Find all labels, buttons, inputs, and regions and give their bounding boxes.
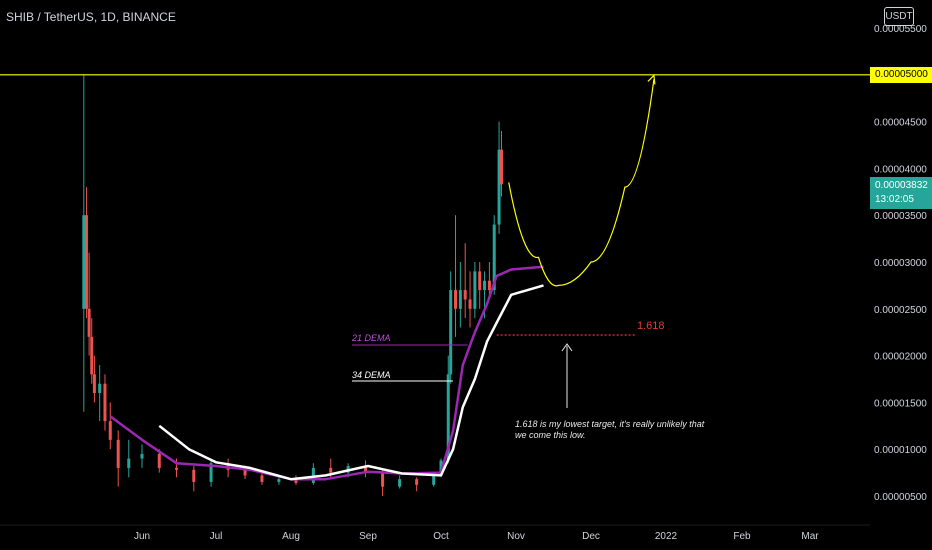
y-tick-label: 0.00004000: [874, 164, 927, 175]
candle-body: [458, 290, 462, 309]
candle-body: [175, 467, 179, 470]
candle-body: [446, 374, 450, 461]
candle-body: [84, 215, 88, 309]
x-tick-label: Oct: [433, 531, 449, 542]
y-tick-label: 0.00002500: [874, 305, 927, 316]
x-tick-label: Jun: [134, 531, 150, 542]
symbol-title: SHIB / TetherUS, 1D, BINANCE: [6, 10, 176, 24]
candle-body: [82, 215, 86, 309]
x-tick-label: Nov: [507, 531, 525, 542]
fib-1618-label: 1.618: [637, 320, 665, 332]
y-tick-label: 0.00005500: [874, 24, 927, 35]
candle-body: [364, 466, 368, 473]
y-tick-label: 0.00003500: [874, 211, 927, 222]
projection-arrowhead: [647, 74, 656, 85]
candle-body: [192, 469, 196, 482]
target-price-tag: 0.00005000: [870, 67, 932, 83]
candle-body: [439, 460, 443, 476]
candle-body: [454, 290, 458, 309]
candle-body: [87, 308, 91, 337]
candle-body: [90, 336, 94, 375]
y-tick-label: 0.00003000: [874, 258, 927, 269]
ma34-line: [158, 284, 544, 481]
x-tick-label: Feb: [733, 531, 751, 542]
candle-body: [463, 290, 467, 300]
last-price-value: 0.00003832: [875, 180, 928, 191]
candle-body: [415, 479, 419, 485]
candle-body: [483, 280, 487, 291]
candle-body: [157, 453, 161, 468]
x-tick-label: Jul: [210, 531, 223, 542]
x-tick-label: Sep: [359, 531, 377, 542]
analysis-note: 1.618 is my lowest target, it's really u…: [515, 419, 705, 440]
candle-body: [499, 149, 503, 185]
candle-body: [468, 299, 472, 309]
candle-body: [243, 469, 247, 476]
projection-curve: [508, 79, 655, 287]
ma21-label: 21 DEMA: [352, 333, 391, 343]
candle-body: [103, 383, 107, 422]
candle-body: [432, 475, 436, 485]
drawings-layer: [0, 74, 870, 408]
note-arrow-head: [561, 343, 573, 352]
y-tick-label: 0.00004500: [874, 118, 927, 129]
y-tick-label: 0.00001000: [874, 445, 927, 456]
candle-body: [116, 439, 120, 468]
time-axis[interactable]: Jun Jul Aug Sep Oct Nov Dec 2022 Feb Mar: [134, 531, 819, 542]
candle-body: [127, 458, 131, 468]
moving-averages-layer: [109, 265, 544, 481]
candle-body: [294, 479, 298, 483]
y-tick-label: 0.00002000: [874, 352, 927, 363]
candle-body: [277, 479, 281, 482]
bar-countdown: 13:02:05: [875, 194, 914, 205]
candle-body: [398, 479, 402, 487]
candle-body: [92, 374, 96, 394]
candle-body: [473, 271, 477, 309]
candle-body: [478, 271, 482, 291]
x-tick-label: Dec: [582, 531, 600, 542]
x-tick-label: Aug: [282, 531, 300, 542]
x-tick-label: Mar: [801, 531, 819, 542]
candle-body: [329, 467, 333, 473]
currency-button[interactable]: USDT: [884, 7, 914, 26]
candle-body: [260, 475, 264, 482]
last-price-tag: 0.00003832 13:02:05: [870, 177, 932, 209]
candle-body: [497, 149, 501, 225]
candle-body: [140, 453, 144, 459]
x-tick-label: 2022: [655, 531, 678, 542]
candle-body: [492, 224, 496, 291]
y-tick-label: 0.00000500: [874, 492, 927, 503]
candle-body: [98, 383, 102, 394]
ma21-line: [109, 265, 544, 481]
y-tick-label: 0.00001500: [874, 398, 927, 409]
ma34-label: 34 DEMA: [352, 370, 391, 380]
candles-layer: [82, 74, 503, 496]
candle-body: [311, 467, 315, 483]
candle-body: [108, 421, 112, 440]
price-axis[interactable]: 0.000055000.000050000.000045000.00004000…: [874, 24, 927, 503]
candle-body: [381, 472, 385, 487]
candle-body: [209, 463, 213, 482]
candle-body: [487, 280, 491, 291]
candle-body: [449, 290, 453, 375]
